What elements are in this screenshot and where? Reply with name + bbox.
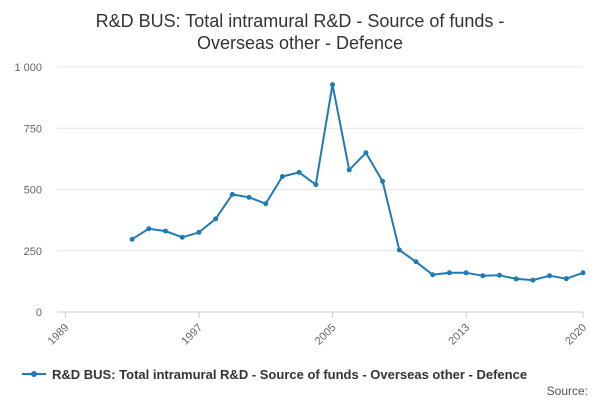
- chart-title: R&D BUS: Total intramural R&D - Source o…: [0, 10, 600, 54]
- data-point[interactable]: [530, 277, 536, 283]
- y-tick-label: 250: [24, 246, 42, 258]
- data-point[interactable]: [263, 201, 269, 207]
- data-point[interactable]: [229, 191, 235, 197]
- data-point[interactable]: [446, 270, 452, 276]
- data-point[interactable]: [296, 169, 302, 175]
- x-tick-label: 2013: [446, 322, 472, 348]
- data-point[interactable]: [279, 174, 285, 180]
- data-point[interactable]: [363, 150, 369, 156]
- data-point[interactable]: [213, 216, 219, 222]
- data-point[interactable]: [480, 273, 486, 279]
- data-point[interactable]: [129, 236, 135, 242]
- data-point[interactable]: [380, 178, 386, 184]
- x-tick-label: 1989: [46, 322, 72, 348]
- data-point[interactable]: [196, 229, 202, 235]
- data-point[interactable]: [246, 194, 252, 200]
- data-point[interactable]: [346, 167, 352, 173]
- data-point[interactable]: [146, 226, 152, 232]
- series-line: [131, 83, 584, 282]
- chart-title-line-1: R&D BUS: Total intramural R&D - Source o…: [95, 11, 505, 31]
- x-tick-label: 2005: [313, 322, 339, 348]
- data-point[interactable]: [513, 276, 519, 282]
- data-point[interactable]: [580, 270, 586, 276]
- chart-title-line-2: Overseas other - Defence: [196, 33, 404, 53]
- data-point[interactable]: [463, 270, 469, 276]
- data-point[interactable]: [313, 182, 319, 188]
- legend[interactable]: R&D BUS: Total intramural R&D - Source o…: [22, 366, 527, 382]
- credits-text[interactable]: Source:: [546, 384, 588, 398]
- data-point[interactable]: [430, 272, 436, 278]
- data-point[interactable]: [396, 247, 402, 253]
- y-tick-label: 1 000: [14, 62, 42, 74]
- legend-symbol: [22, 366, 46, 382]
- data-point[interactable]: [413, 259, 419, 265]
- y-tick-label: 0: [36, 307, 42, 319]
- x-tick-label: 2020: [563, 322, 589, 348]
- y-tick-label: 500: [24, 185, 42, 197]
- data-point[interactable]: [547, 273, 553, 279]
- data-point[interactable]: [179, 234, 185, 240]
- data-point[interactable]: [163, 228, 169, 234]
- x-tick-label: 1997: [179, 322, 205, 348]
- y-tick-label: 750: [24, 123, 42, 135]
- data-point[interactable]: [497, 272, 503, 278]
- legend-label: R&D BUS: Total intramural R&D - Source o…: [52, 366, 528, 382]
- data-point[interactable]: [330, 82, 336, 88]
- data-point[interactable]: [563, 276, 569, 282]
